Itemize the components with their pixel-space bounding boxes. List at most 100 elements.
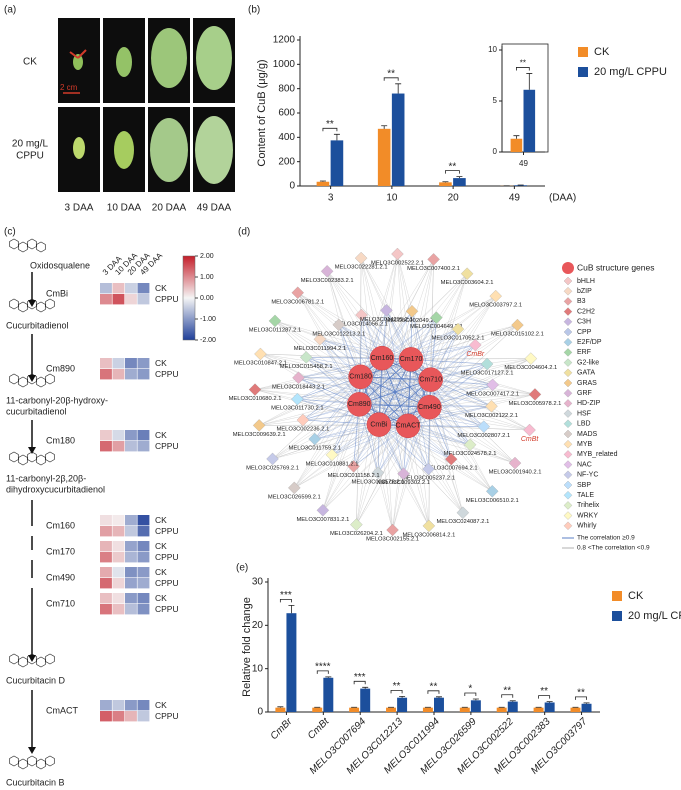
- structure-ring: [9, 238, 19, 250]
- network-node: [524, 352, 538, 365]
- heatmap-cell: [112, 430, 125, 441]
- error-bar: [546, 701, 553, 703]
- y-tick-label: 0: [493, 147, 498, 156]
- legend-structure-marker: [562, 262, 574, 274]
- compound-label: Cucurbitacin D: [6, 675, 66, 685]
- heatmap-row-label: CPPU: [155, 604, 179, 614]
- network-node: [386, 523, 399, 537]
- structure-ring: [27, 373, 37, 385]
- significance-label: **: [449, 161, 457, 172]
- error-bar: [472, 698, 479, 701]
- network-node: [563, 297, 573, 306]
- heatmap-cell: [112, 283, 125, 294]
- error-bar: [395, 83, 402, 94]
- network-edge: [297, 292, 361, 377]
- network-edge: [361, 314, 430, 408]
- node-label: CmBt: [521, 436, 540, 443]
- heatmap-cell: [100, 294, 112, 305]
- legend-label: G2-like: [577, 359, 599, 366]
- node-label: MELO3C011287.2.1: [249, 327, 301, 333]
- network-edge: [356, 359, 412, 525]
- network-node: [288, 481, 301, 495]
- legend-label: CK: [594, 46, 610, 58]
- network-edge: [297, 398, 380, 425]
- network-edge: [430, 379, 452, 460]
- structure-gene-node: [347, 392, 372, 417]
- network-edge: [378, 424, 493, 492]
- network-edge: [353, 376, 361, 467]
- fruit: [151, 28, 187, 88]
- legend-label: HSF: [577, 410, 591, 417]
- structure-gene-node: [398, 347, 424, 372]
- heatmap-cell: [112, 441, 125, 452]
- network-edge: [378, 358, 531, 425]
- network-edge: [254, 389, 379, 425]
- error-bar: [288, 605, 295, 614]
- network-edge: [378, 424, 452, 460]
- significance-bracket: [427, 690, 440, 694]
- heatmap-cell: [112, 515, 125, 526]
- legend-label: NAC: [577, 461, 592, 468]
- legend-label: HD-ZIP: [577, 400, 601, 407]
- bar: [422, 707, 433, 712]
- significance-label: **: [540, 686, 548, 697]
- bar: [459, 707, 470, 712]
- heatmap-cell: [137, 567, 150, 578]
- network-edge: [407, 425, 464, 513]
- network-node: [563, 399, 573, 408]
- legend-label: LBD: [577, 421, 591, 428]
- node-label: MELO3C011994.2.1: [294, 346, 346, 352]
- structure-ring: [18, 656, 28, 668]
- bar: [453, 178, 466, 186]
- bar: [360, 688, 371, 712]
- significance-label: **: [387, 68, 395, 79]
- structure-ring: [36, 241, 46, 253]
- network-node: [430, 311, 443, 324]
- network-node: [325, 448, 339, 462]
- error-bar: [319, 180, 326, 182]
- arrow-head: [28, 447, 36, 454]
- heatmap-row-label: CK: [155, 358, 167, 368]
- node-label: MELO3C007831.2.1: [296, 517, 349, 523]
- structure-ring: [36, 656, 46, 668]
- network-node: [563, 378, 573, 388]
- network-edge: [259, 359, 412, 426]
- heatmap-cell: [100, 700, 112, 711]
- structure-gene-node: [369, 345, 395, 371]
- heatmap-cell: [112, 369, 125, 380]
- network-edge: [411, 359, 488, 365]
- legend-label: 0.8 <The correlation <0.9: [577, 545, 650, 552]
- structure-ring: [27, 298, 37, 310]
- node-label: MELO3C003797.2.1: [469, 303, 522, 309]
- structure-gene-node: [348, 364, 373, 390]
- compound-label: dihydroxycucurbitadienol: [6, 484, 105, 494]
- heatmap-cell: [112, 578, 125, 589]
- node-label: MELO3C001940.2.1: [489, 470, 542, 476]
- network-edge: [294, 425, 409, 489]
- network-node: [254, 347, 267, 361]
- significance-label: **: [503, 685, 511, 696]
- network-node: [563, 317, 573, 327]
- heatmap-cell: [125, 711, 137, 722]
- panel-label: (d): [238, 227, 250, 238]
- y-tick-label: 400: [278, 132, 295, 143]
- network-node: [422, 519, 436, 533]
- heatmap-row-label: CPPU: [155, 711, 179, 721]
- x-tick-label: 49: [509, 193, 521, 204]
- network-node: [508, 456, 522, 470]
- legend-label: MADS: [577, 431, 598, 438]
- network-edge: [360, 376, 535, 395]
- network-edge: [353, 379, 431, 467]
- bar: [312, 707, 323, 712]
- legend-swatch: [578, 47, 588, 57]
- structure-ring: [36, 454, 46, 466]
- legend-label: CPP: [577, 329, 592, 336]
- network-edge: [430, 358, 531, 380]
- error-bar: [381, 125, 388, 129]
- structure-gene-node: [417, 394, 442, 420]
- network-node: [563, 521, 573, 531]
- network-node: [444, 452, 458, 466]
- error-bar: [513, 135, 520, 139]
- compound-label: Oxidosqualene: [30, 260, 90, 270]
- network-node: [456, 506, 470, 519]
